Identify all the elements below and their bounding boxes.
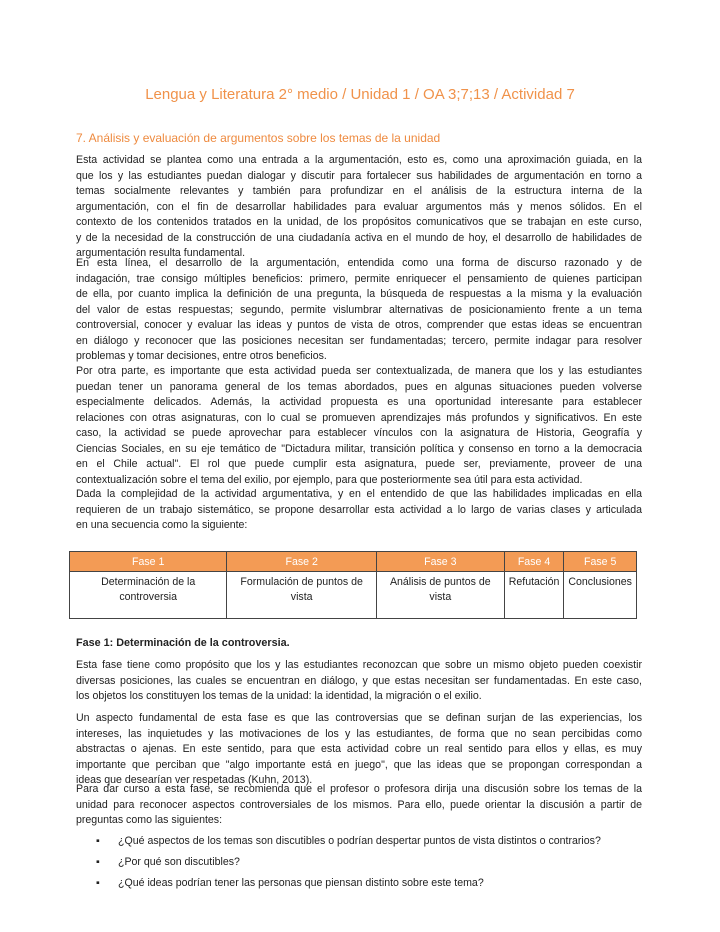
phase-cell: Formulación de puntos de vista bbox=[226, 571, 377, 619]
text-line: requieren de un trabajo sistemático, se … bbox=[76, 503, 642, 516]
bullet-icon: ▪ bbox=[96, 835, 100, 847]
text-line: Ciencias Sociales, en su eje temático de… bbox=[76, 442, 642, 455]
question-text: ¿Por qué son discutibles? bbox=[118, 856, 240, 868]
text-line: Para dar curso a esta fase, se recomiend… bbox=[76, 783, 642, 795]
text-line: Por otra parte, es importante que esta a… bbox=[76, 365, 642, 377]
text-line: en diálogo y reconocer que las posicione… bbox=[76, 334, 642, 347]
text-line: que los y las estudiantes puedan dialoga… bbox=[76, 169, 642, 182]
text-line: preguntas como las siguientes: bbox=[76, 814, 223, 826]
page-title: Lengua y Literatura 2° medio / Unidad 1 … bbox=[145, 86, 575, 103]
phase-header: Fase 5 bbox=[563, 551, 637, 572]
text-line: unidad para reconocer aspectos controver… bbox=[76, 798, 642, 811]
bullet-icon: ▪ bbox=[96, 856, 100, 868]
text-line: caso, la actividad se puede aprovechar p… bbox=[76, 427, 642, 439]
phase-header: Fase 1 bbox=[68, 551, 228, 572]
phase-cell: Determinación de la controversia bbox=[68, 571, 228, 619]
text-line: contextualización sobre el tema del exil… bbox=[76, 473, 583, 486]
list-item: ▪ ¿Por qué son discutibles? bbox=[96, 856, 240, 868]
text-line: importante que perciban que "algo import… bbox=[76, 758, 642, 771]
bullet-icon: ▪ bbox=[96, 877, 100, 889]
phase-cell: Conclusiones bbox=[563, 571, 637, 619]
text-line: contexto de los contenidos tratados en l… bbox=[76, 216, 642, 228]
paragraph: Dada la complejidad de la actividad argu… bbox=[76, 487, 642, 534]
list-item: ▪ ¿Qué aspectos de los temas son discutib… bbox=[96, 835, 601, 847]
phase-cell: Refutación bbox=[503, 571, 565, 619]
question-text: ¿Qué ideas podrían tener las personas qu… bbox=[118, 877, 484, 889]
phase-heading: Fase 1: Determinación de la controversia… bbox=[76, 637, 290, 649]
text-line: Dada la complejidad de la actividad argu… bbox=[76, 488, 642, 500]
list-item: ▪ ¿Qué ideas podrían tener las personas q… bbox=[96, 877, 484, 889]
phase-header: Fase 4 bbox=[503, 551, 565, 572]
text-line: puedan tener un panorama general de los … bbox=[76, 380, 642, 393]
text-line: en el Chile actual". El rol que puede cu… bbox=[76, 458, 642, 470]
text-line: Esta actividad se plantea como una entra… bbox=[76, 154, 642, 166]
text-line: intereses, las inquietudes y las motivac… bbox=[76, 727, 642, 740]
text-line: ideas que desearían ver respetadas (Kuhn… bbox=[76, 774, 313, 786]
section-heading: 7. Análisis y evaluación de argumentos s… bbox=[76, 131, 441, 145]
text-line: abstractas o ajenas. En este sentido, pa… bbox=[76, 743, 642, 755]
text-line: en una secuencia como la siguiente: bbox=[76, 519, 248, 531]
text-line: y de la necesidad de la construcción de … bbox=[76, 231, 642, 244]
phases-table: Fase 1 Fase 2 Fase 3 Fase 4 Fase 5 Determina… bbox=[68, 551, 637, 619]
phase-header: Fase 2 bbox=[226, 551, 377, 572]
phase-cell: Análisis de puntos de vista bbox=[375, 571, 505, 619]
text-line: los objetos los constituyen los temas de… bbox=[76, 690, 482, 702]
paragraph: Para dar curso a esta fase, se recomiend… bbox=[76, 782, 642, 829]
text-line: Esta fase tiene como propósito que los y… bbox=[76, 659, 642, 671]
text-line: argumentación, con el fin de desarrollar… bbox=[76, 200, 642, 213]
text-line: argumentación resulta fundamental. bbox=[76, 247, 246, 259]
text-line: controversial, conocer y evaluar las ide… bbox=[76, 319, 642, 331]
paragraph: Un aspecto fundamental de esta fase es q… bbox=[76, 711, 642, 789]
text-line: indagación, trae consigo múltiples benef… bbox=[76, 272, 642, 285]
paragraph: Por otra parte, es importante que esta a… bbox=[76, 364, 642, 488]
phase-header: Fase 3 bbox=[375, 551, 505, 572]
text-line: de ella, por cuanto implica la definició… bbox=[76, 288, 642, 300]
text-line: diversas posiciones, las cuales se encue… bbox=[76, 674, 642, 687]
paragraph: Esta actividad se plantea como una entra… bbox=[76, 153, 642, 262]
text-line: especialmente delicados. Además, la acti… bbox=[76, 396, 642, 408]
paragraph: En esta línea, el desarrollo de la argum… bbox=[76, 256, 642, 365]
text-line: relaciones con otras asignaturas, con lo… bbox=[76, 411, 642, 424]
question-text: ¿Qué aspectos de los temas son discutibl… bbox=[118, 835, 601, 847]
text-line: Un aspecto fundamental de esta fase es q… bbox=[76, 712, 642, 724]
text-line: problemas y tomar decisiones, entre otro… bbox=[76, 350, 327, 362]
text-line: del valor de estas respuestas; segundo, … bbox=[76, 303, 642, 316]
text-line: En esta línea, el desarrollo de la argum… bbox=[76, 257, 642, 269]
paragraph: Esta fase tiene como propósito que los y… bbox=[76, 658, 642, 705]
text-line: temas socialmente relevantes y también p… bbox=[76, 185, 642, 197]
